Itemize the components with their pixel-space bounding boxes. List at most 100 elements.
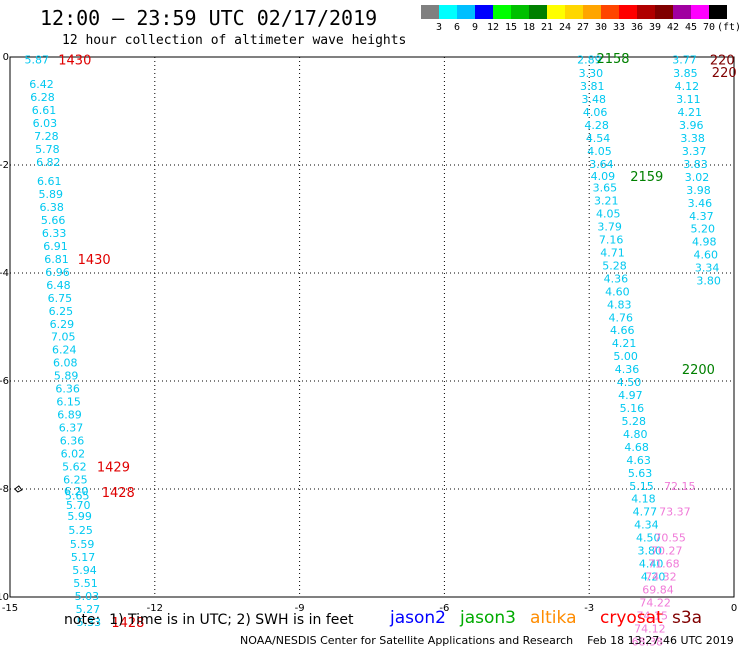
swh-value-label: 6.89 bbox=[57, 408, 81, 421]
color-scale-unit: (ft) bbox=[717, 22, 740, 33]
swh-value-label: 6.81 bbox=[44, 253, 69, 266]
swh-value-label: 5.62 bbox=[62, 460, 87, 473]
swh-value-label: 5.63 bbox=[628, 467, 653, 480]
swh-value-label: 3.64 bbox=[589, 158, 614, 171]
swh-value-label: 3.34 bbox=[695, 262, 720, 275]
swh-value-label: 4.05 bbox=[596, 208, 621, 221]
color-scale-swatch bbox=[511, 5, 529, 19]
swh-value-label: 3.80 bbox=[637, 545, 662, 558]
swh-value-label: 6.25 bbox=[63, 473, 88, 486]
swh-value-label: 4.71 bbox=[600, 246, 625, 259]
color-scale-swatch bbox=[457, 5, 475, 19]
color-scale-label: 42 bbox=[666, 22, 680, 33]
swh-value-label: 4.37 bbox=[689, 210, 714, 223]
color-scale-label: 45 bbox=[684, 22, 698, 33]
swh-value-label: 4.50 bbox=[617, 376, 642, 389]
swh-value-label: 6.42 bbox=[29, 78, 54, 91]
swh-value-label: 3.46 bbox=[688, 197, 713, 210]
swh-value-label: 4.12 bbox=[675, 80, 700, 93]
swh-value-label: 7.16 bbox=[599, 234, 624, 247]
swh-value-label: 5.66 bbox=[41, 214, 66, 227]
color-scale-swatch bbox=[439, 5, 457, 19]
color-scale-swatch bbox=[619, 5, 637, 19]
color-scale-swatch bbox=[691, 5, 709, 19]
y-tick-label: -10 bbox=[0, 592, 9, 603]
swh-value-label: 6.48 bbox=[46, 279, 70, 292]
color-scale-label: 12 bbox=[486, 22, 500, 33]
color-scale-label: 21 bbox=[540, 22, 554, 33]
swh-value-label: 6.03 bbox=[33, 117, 58, 130]
mission-legend-item: cryosat bbox=[600, 608, 663, 628]
swh-value-label: 5.17 bbox=[71, 551, 96, 564]
mission-legend-item: s3a bbox=[672, 608, 703, 628]
mission-legend-item: jason2 bbox=[390, 608, 446, 628]
swh-value-label: 5.89 bbox=[54, 370, 79, 383]
swh-value-label: 6.25 bbox=[49, 305, 74, 318]
swh-value-label: 3.80 bbox=[696, 275, 721, 288]
x-tick-label: 0 bbox=[731, 603, 737, 614]
swh-value-label: 4.06 bbox=[583, 106, 608, 119]
swh-value-label: 72.15 bbox=[664, 480, 696, 493]
x-tick-label: -15 bbox=[2, 603, 18, 614]
swh-value-label: 6.96 bbox=[45, 266, 70, 279]
swh-value-label: 5.51 bbox=[73, 577, 98, 590]
mission-legend-item: altika bbox=[530, 608, 577, 628]
map-subtitle: 12 hour collection of altimeter wave hei… bbox=[62, 33, 407, 48]
swh-value-label: 5.28 bbox=[602, 259, 627, 272]
x-tick-label: -6 bbox=[439, 603, 449, 614]
color-scale-swatch bbox=[637, 5, 655, 19]
swh-value-label: 7.05 bbox=[51, 331, 76, 344]
swh-value-label: 3.81 bbox=[580, 80, 605, 93]
time-label: 2158 bbox=[596, 52, 629, 67]
swh-value-label: 4.77 bbox=[633, 506, 658, 519]
y-tick-label: -8 bbox=[0, 484, 9, 495]
swh-value-label: 6.33 bbox=[42, 227, 67, 240]
color-scale-label: 15 bbox=[504, 22, 518, 33]
swh-value-label: 5.03 bbox=[75, 590, 100, 603]
swh-value-label: 4.36 bbox=[615, 363, 640, 376]
swh-value-label: 3.77 bbox=[672, 54, 697, 67]
swh-value-label: 5.99 bbox=[67, 510, 92, 523]
swh-value-label: 5.87 bbox=[24, 54, 49, 67]
color-scale-swatch bbox=[475, 5, 493, 19]
swh-value-label: 3.79 bbox=[597, 221, 622, 234]
swh-value-label: 74.22 bbox=[639, 596, 671, 609]
swh-value-label: 5.00 bbox=[613, 350, 638, 363]
color-scale-swatch bbox=[421, 5, 439, 19]
map-frame bbox=[9, 56, 735, 598]
swh-value-label: 70.55 bbox=[654, 532, 686, 545]
swh-value-label: 4.63 bbox=[626, 454, 651, 467]
swh-value-label: 4.40 bbox=[639, 558, 664, 571]
color-scale-label: 9 bbox=[471, 22, 479, 33]
swh-value-label: 5.28 bbox=[622, 415, 647, 428]
swh-value-label: 4.66 bbox=[610, 324, 635, 337]
swh-value-label: 3.30 bbox=[579, 67, 604, 80]
time-label: 2200 bbox=[682, 363, 715, 378]
y-tick-label: -2 bbox=[0, 160, 9, 171]
swh-value-label: 3.65 bbox=[593, 182, 618, 195]
color-scale-swatch bbox=[709, 5, 727, 19]
swh-value-label: 3.38 bbox=[680, 132, 705, 145]
x-tick-label: -3 bbox=[584, 603, 594, 614]
swh-value-label: 4.68 bbox=[624, 441, 649, 454]
islet-outline bbox=[14, 485, 23, 493]
swh-value-label: 7.28 bbox=[34, 130, 59, 143]
swh-value-label: 5.16 bbox=[620, 402, 645, 415]
time-label: 1428 bbox=[111, 616, 144, 631]
swh-value-label: 3.37 bbox=[682, 145, 707, 158]
swh-value-label: 6.28 bbox=[30, 91, 55, 104]
swh-value-label: 6.91 bbox=[43, 240, 68, 253]
swh-value-label: 4.34 bbox=[634, 519, 659, 532]
swh-value-label: 74.15 bbox=[637, 609, 669, 622]
swh-value-label: 4.21 bbox=[612, 337, 637, 350]
swh-value-label: 73.37 bbox=[659, 506, 691, 519]
swh-value-label: 4.09 bbox=[591, 170, 616, 183]
time-label: 220 bbox=[710, 54, 735, 69]
color-scale-label: 70 bbox=[702, 22, 716, 33]
time-label: 1430 bbox=[58, 54, 91, 69]
swh-value-label: 4.98 bbox=[692, 236, 717, 249]
swh-value-label: 4.83 bbox=[607, 298, 632, 311]
swh-value-label: 3.98 bbox=[686, 184, 711, 197]
swh-value-label: 4.76 bbox=[609, 311, 634, 324]
swh-value-label: 6.75 bbox=[48, 292, 72, 305]
